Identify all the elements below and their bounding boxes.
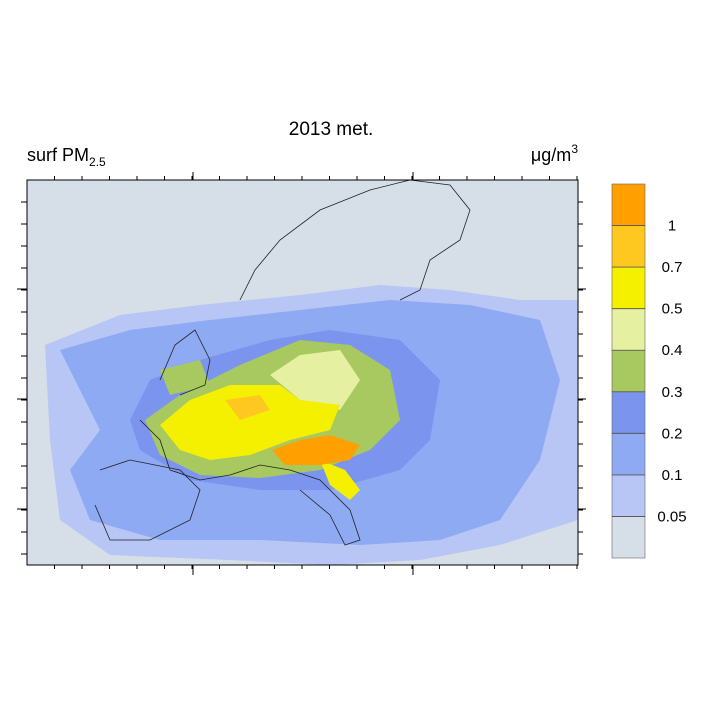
variable-name: surf PM — [27, 145, 89, 165]
map-region — [270, 350, 360, 410]
units-label: μg/m3 — [531, 142, 578, 165]
colorbar-label: 0.05 — [657, 508, 686, 525]
colorbar-box — [611, 183, 646, 226]
frame-ticks — [17, 172, 586, 575]
colorbar-box — [611, 391, 646, 434]
colorbar-label: 0.2 — [662, 425, 683, 442]
colorbar-box — [611, 516, 646, 559]
map-region — [225, 395, 270, 420]
coastline — [289, 469, 361, 546]
colorbar-label: 1 — [668, 218, 676, 235]
variable-label: surf PM2.5 — [27, 145, 106, 169]
map-region — [160, 385, 340, 460]
colorbar-box — [611, 474, 646, 517]
colorbar-label: 0.7 — [662, 259, 683, 276]
variable-subscript: 2.5 — [89, 155, 106, 169]
colorbar-box — [611, 266, 646, 309]
map — [27, 180, 578, 565]
colorbar-box — [611, 433, 646, 476]
colorbar-label: 0.4 — [662, 342, 683, 359]
units-superscript: 3 — [571, 142, 578, 156]
colorbar-box — [611, 225, 646, 268]
title: 2013 met. — [289, 119, 374, 140]
units-text: μg/m — [531, 145, 571, 165]
colorbar-label: 0.5 — [662, 301, 683, 318]
coastline — [139, 419, 291, 481]
colorbar-box — [611, 349, 646, 393]
colorbar-label: 0.1 — [662, 467, 683, 484]
colorbar: 0.05 0.1 0.2 0.3 0.4 0.5 0.7 1 — [611, 183, 687, 559]
coastline — [94, 459, 201, 541]
map-region — [272, 435, 360, 465]
coastline — [239, 180, 471, 301]
colorbar-label: 0.3 — [662, 384, 683, 401]
coastline — [159, 329, 211, 396]
map-region — [320, 460, 360, 500]
colorbar-box — [611, 308, 646, 351]
